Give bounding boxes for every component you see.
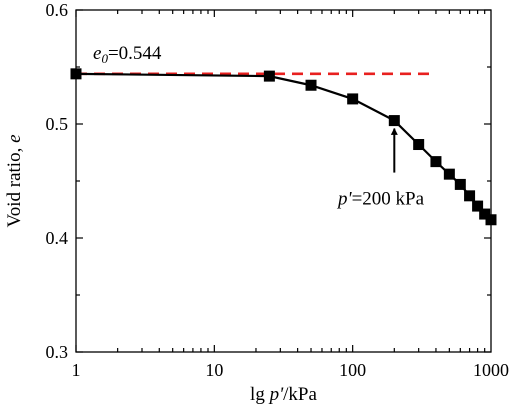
series-line — [75, 72, 492, 221]
x-tick-label: 10 — [205, 360, 223, 380]
data-point — [479, 208, 491, 220]
x-tick-label: 1000 — [473, 360, 509, 380]
annotation-label-var: p' — [336, 189, 353, 210]
data-point — [413, 139, 425, 151]
data-point — [263, 70, 275, 82]
reference-line-label: e0=0.544 — [93, 43, 162, 66]
data-point — [472, 200, 484, 212]
x-axis-ticks: 1 10 100 1000 — [72, 10, 509, 380]
reference-label-var: e — [93, 43, 101, 64]
reference-label-value: =0.544 — [108, 43, 162, 64]
x-axis-label-var: p' — [268, 384, 285, 405]
y-tick-label: 0.5 — [46, 114, 69, 134]
annotation-label: p'=200 kPa — [336, 189, 425, 210]
data-point — [347, 93, 359, 105]
data-point — [388, 115, 400, 127]
y-axis-label: Void ratio, e — [4, 134, 25, 227]
reference-label-sub: 0 — [101, 51, 108, 66]
x-axis-label-prefix: lg — [250, 384, 270, 405]
data-point — [70, 68, 82, 80]
x-axis-label: lg p'/kPa — [250, 384, 317, 405]
y-axis-ticks: 0.3 0.4 0.5 0.6 — [46, 0, 491, 362]
data-point — [443, 168, 455, 180]
series-layer — [70, 68, 497, 226]
data-point — [430, 156, 442, 168]
annotation-layer: p'=200 kPa — [336, 127, 425, 210]
x-tick-label: 1 — [72, 360, 81, 380]
data-point — [464, 190, 476, 202]
x-tick-label: 100 — [339, 360, 366, 380]
annotation-label-value: =200 kPa — [352, 189, 425, 210]
reference-line-layer: e0=0.544 — [76, 43, 433, 76]
y-tick-label: 0.6 — [46, 0, 69, 20]
x-axis-label-suffix: /kPa — [283, 384, 317, 405]
y-tick-label: 0.4 — [46, 228, 69, 248]
y-tick-label: 0.3 — [46, 342, 69, 362]
y-axis-label-prefix: Void ratio, — [4, 143, 25, 228]
data-point — [305, 79, 317, 91]
y-axis-label-var: e — [4, 134, 25, 142]
data-point — [454, 178, 466, 190]
data-point — [485, 214, 497, 226]
